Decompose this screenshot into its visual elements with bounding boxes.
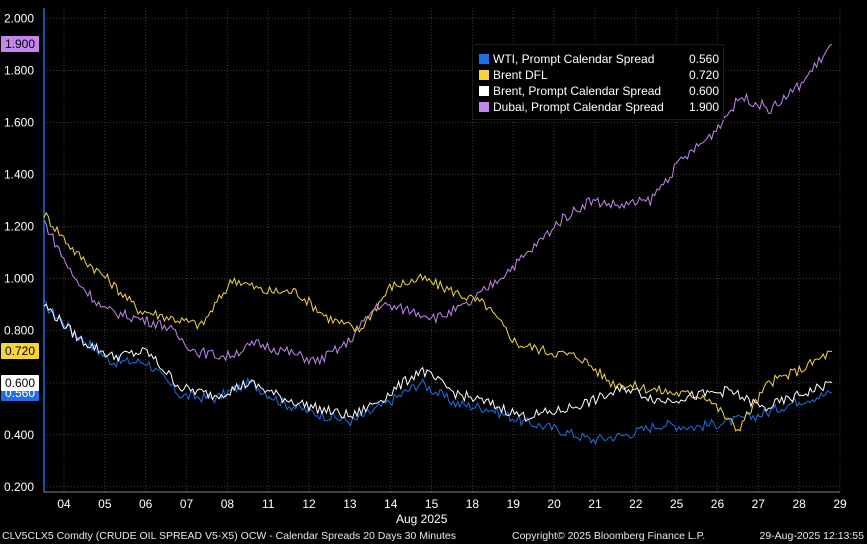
y-tick-label: 1.400	[4, 168, 34, 182]
last-value-tag-3: 1.900	[1, 36, 39, 53]
last-value-tag-1: 0.720	[1, 343, 39, 360]
legend-value: 0.600	[688, 84, 719, 98]
x-tick-label: 25	[670, 497, 684, 511]
x-tick-label: 20	[547, 497, 561, 511]
x-tick-label: 27	[752, 497, 766, 511]
x-tick-label: 13	[343, 497, 357, 511]
x-tick-label: 22	[629, 497, 643, 511]
legend-swatch	[479, 102, 489, 112]
last-value-tag-2: 0.600	[1, 374, 39, 391]
x-tick-label: 14	[384, 497, 398, 511]
legend-item-wti[interactable]: WTI, Prompt Calendar Spread 0.560	[479, 51, 719, 67]
y-tick-label: 1.000	[4, 272, 34, 286]
x-tick-label: 05	[98, 497, 112, 511]
y-tick-label: 2.000	[4, 11, 34, 25]
grid-lines	[44, 8, 841, 492]
footer-timestamp: 29-Aug-2025 12:13:55	[759, 530, 864, 542]
legend-label: Brent, Prompt Calendar Spread	[493, 84, 662, 98]
footer-ticker: CLV5CLX5 Comdty (CRUDE OIL SPREAD V5-X5)…	[2, 530, 456, 542]
series-line-0	[43, 300, 833, 446]
series-line-2	[43, 303, 833, 423]
series-lines	[43, 43, 833, 446]
x-tick-label: 29	[833, 497, 847, 511]
x-axis-month-label: Aug 2025	[396, 512, 448, 526]
x-tick-label: 18	[466, 497, 480, 511]
x-tick-label: 19	[507, 497, 521, 511]
legend-label: WTI, Prompt Calendar Spread	[493, 52, 655, 66]
x-tick-label: 11	[262, 497, 275, 511]
legend: WTI, Prompt Calendar Spread 0.560 Brent …	[472, 44, 724, 120]
legend-label: Brent DFL	[493, 68, 548, 82]
x-tick-label: 26	[711, 497, 725, 511]
series-line-3	[43, 43, 833, 366]
legend-value: 1.900	[688, 100, 719, 114]
y-tick-label: 0.800	[4, 324, 34, 338]
legend-swatch	[479, 70, 489, 80]
y-tick-label: 1.600	[4, 115, 34, 129]
x-tick-label: 07	[180, 497, 194, 511]
y-tick-label: 1.200	[4, 220, 34, 234]
y-tick-label: 0.200	[4, 480, 34, 494]
legend-item-brent-dfl[interactable]: Brent DFL 0.720	[479, 67, 719, 83]
x-tick-label: 15	[425, 497, 439, 511]
x-tick-label: 04	[57, 497, 71, 511]
y-tick-label: 0.400	[4, 428, 34, 442]
legend-value: 0.560	[688, 52, 719, 66]
footer-copyright: Copyright© 2025 Bloomberg Finance L.P.	[512, 530, 706, 542]
x-tick-label: 06	[139, 497, 153, 511]
legend-swatch	[479, 86, 489, 96]
y-tick-label: 1.800	[4, 63, 34, 77]
legend-item-dubai[interactable]: Dubai, Prompt Calendar Spread 1.900	[479, 99, 719, 115]
legend-label: Dubai, Prompt Calendar Spread	[493, 100, 664, 114]
legend-value: 0.720	[688, 68, 719, 82]
legend-swatch	[479, 54, 489, 64]
x-tick-label: 21	[588, 497, 602, 511]
x-tick-label: 28	[792, 497, 806, 511]
legend-item-brent[interactable]: Brent, Prompt Calendar Spread 0.600	[479, 83, 719, 99]
x-tick-label: 08	[221, 497, 235, 511]
x-tick-label: 12	[302, 497, 316, 511]
series-line-1	[43, 211, 833, 432]
